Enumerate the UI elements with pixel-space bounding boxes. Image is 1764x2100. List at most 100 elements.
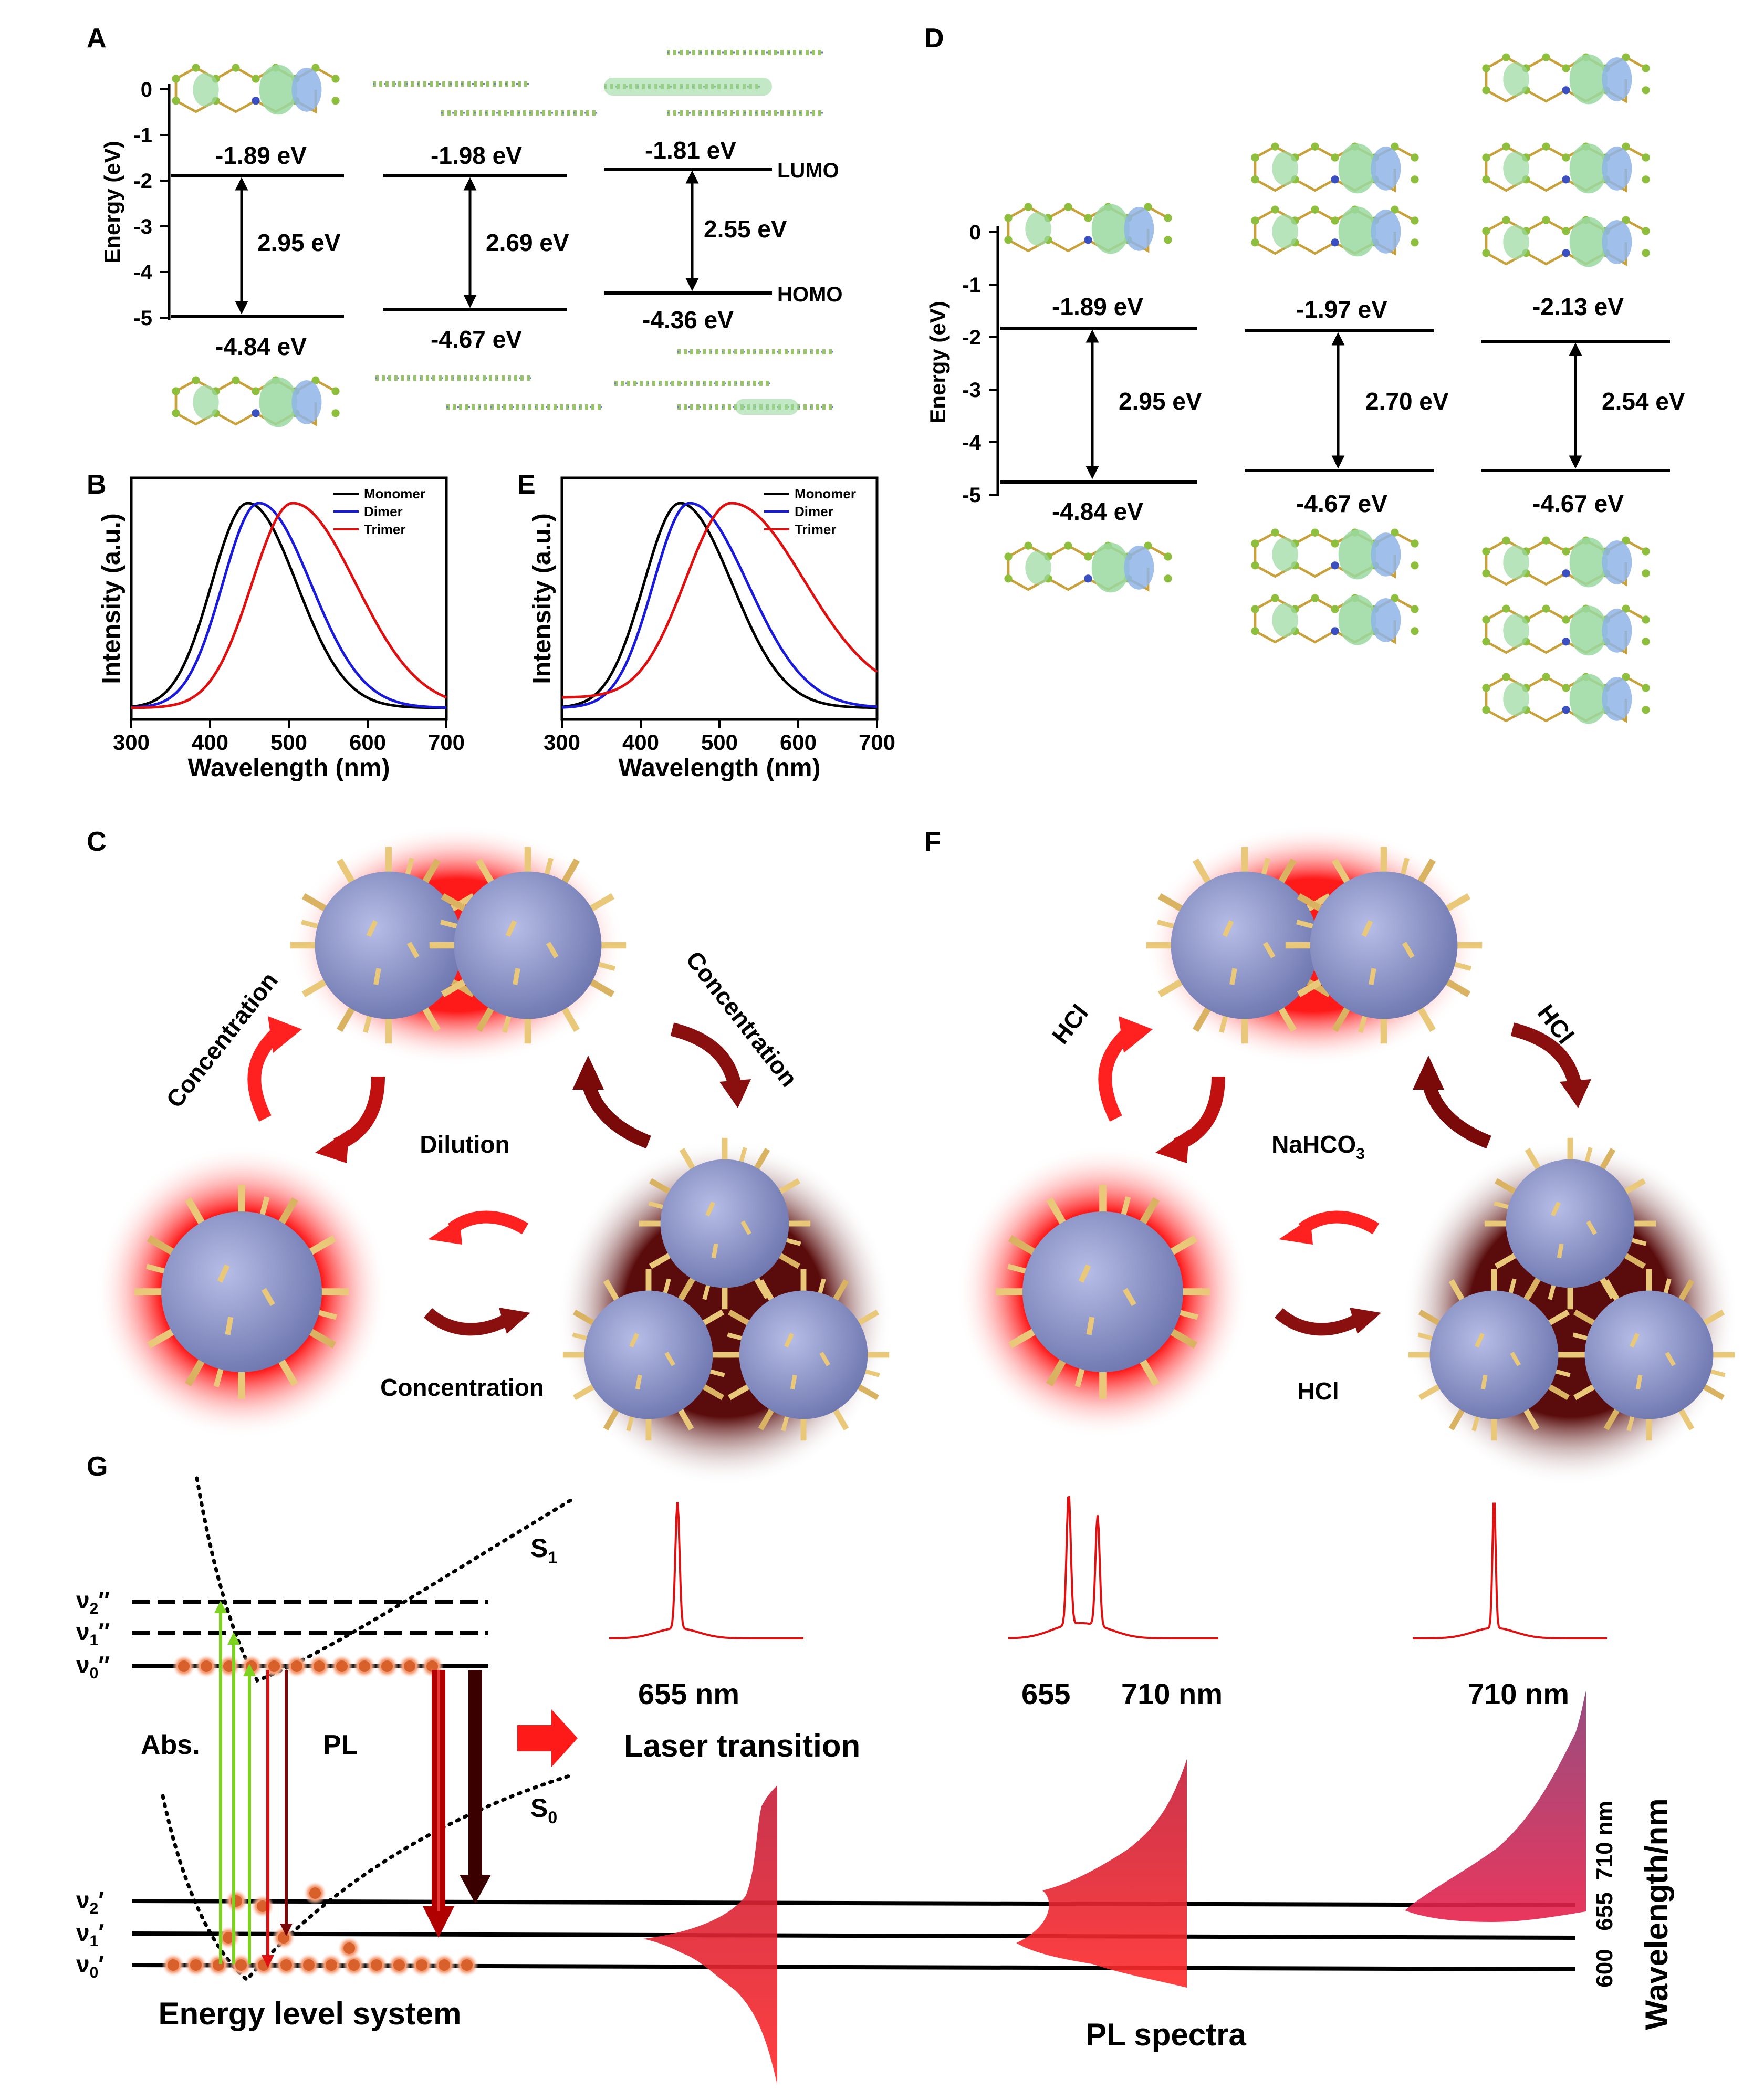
- population-dot-core: [223, 1932, 234, 1944]
- population-dot-core: [359, 1660, 370, 1672]
- wl-tick-655: 655: [1592, 1892, 1617, 1930]
- d-ytick-2: -2: [962, 326, 981, 349]
- c-label-dilution: Dilution: [420, 1131, 509, 1158]
- v0pp-prime: ″: [98, 1651, 110, 1678]
- d-col1-lumo: -1.89 eV: [1052, 293, 1143, 320]
- pl-peak-3: [1405, 1691, 1586, 1922]
- a-col3-homo: -4.36 eV: [642, 306, 734, 333]
- panel-label-a: A: [87, 23, 107, 54]
- population-dot-core: [404, 1660, 415, 1672]
- laser-transition-label: Laser transition: [624, 1728, 860, 1763]
- panel-c: C Concentration Concentration Dilution C…: [87, 824, 893, 1486]
- xtick-label: 600: [349, 730, 386, 755]
- panel-label-d: D: [924, 23, 944, 54]
- d-col3-lumo: -2.13 eV: [1532, 293, 1624, 320]
- d-ytick-5: -5: [962, 484, 981, 507]
- v2p: ν: [76, 1886, 90, 1914]
- ytick-1: -1: [133, 124, 152, 147]
- panel-a-ylabel: Energy (eV): [100, 141, 124, 263]
- xtick-label: 700: [859, 730, 895, 755]
- d-col2-gap: 2.70 eV: [1365, 388, 1449, 415]
- laser-arrow: [517, 1709, 578, 1767]
- pl-peak-1: [643, 1785, 777, 2085]
- s0-curve: [161, 1773, 575, 1982]
- f-label-left: HCl: [1047, 999, 1094, 1049]
- lumo-label: LUMO: [777, 159, 839, 182]
- homo-label: HOMO: [777, 283, 842, 306]
- v0pp: ν: [76, 1651, 90, 1678]
- series-line-dimer: [561, 502, 878, 709]
- population-dot-core: [291, 1660, 302, 1672]
- legend-label: Monomer: [795, 486, 856, 502]
- laser-label-3: 710 nm: [1468, 1677, 1569, 1710]
- a-col1-gap: 2.95 eV: [257, 229, 341, 256]
- v2p-prime: ′: [98, 1886, 104, 1914]
- d-ytick-3: -3: [962, 379, 981, 402]
- panel-b: B 300 400 500 600 700 Wavelength (nm) Intensit…: [87, 469, 465, 782]
- population-dot-core: [303, 1959, 315, 1971]
- panel-label-b: B: [87, 469, 107, 500]
- population-dot-core: [280, 1959, 292, 1971]
- xtick-label: 500: [270, 730, 307, 755]
- d-col2-lumo: -1.97 eV: [1296, 296, 1387, 323]
- s1-label: S1: [530, 1533, 557, 1567]
- a-col3-lumo: -1.81 eV: [645, 137, 736, 164]
- arrow-right-up: [581, 1080, 651, 1149]
- legend-label: Dimer: [795, 504, 833, 519]
- v0pp-sub: 0: [90, 1665, 99, 1682]
- population-dot-core: [326, 1959, 337, 1971]
- v0p-prime: ′: [98, 1950, 104, 1978]
- series-line-monomer: [561, 502, 877, 709]
- d-ytick-0: 0: [969, 221, 981, 244]
- population-dot-core: [343, 1942, 355, 1954]
- pl-spectra-shapes: [643, 1691, 1586, 2085]
- xtick-label: 400: [622, 730, 659, 755]
- population-dot-core: [461, 1959, 473, 1971]
- laser-line: [1008, 1496, 1218, 1639]
- a-col2-homo: -4.67 eV: [431, 326, 522, 353]
- d-col1-gap: 2.95 eV: [1119, 388, 1202, 415]
- d-col3-gap: 2.54 eV: [1602, 388, 1685, 415]
- ytick-4: -4: [133, 261, 152, 284]
- population-dot-core: [278, 1932, 289, 1944]
- dimer-homo-molecules: [375, 378, 604, 407]
- dimer-lumo-molecules: [373, 84, 599, 113]
- svg-text:ν1′: ν1′: [76, 1919, 104, 1950]
- v1p: ν: [76, 1919, 90, 1946]
- population-dot-core: [309, 1887, 321, 1899]
- panel-d: D 0 -1 -2 -3 -4 -5 Energy (eV) -1.89 eV …: [924, 23, 1685, 724]
- xtick-label: 300: [544, 730, 580, 755]
- xtick-label: 500: [701, 730, 738, 755]
- c-label-bottom: Concentration: [380, 1374, 544, 1401]
- laser-label-1: 655 nm: [638, 1677, 739, 1710]
- arrow-bottom-right: [424, 1308, 513, 1336]
- ytick-3: -3: [133, 215, 152, 238]
- a-col1-homo: -4.84 eV: [215, 333, 307, 360]
- xtick-label: 700: [428, 730, 465, 755]
- f-label-bottom: HCl: [1297, 1377, 1339, 1405]
- population-dot-core: [201, 1660, 212, 1672]
- a-col1-lumo: -1.89 eV: [215, 142, 307, 169]
- laser-label-2b: 710 nm: [1121, 1677, 1223, 1710]
- legend-label: Trimer: [364, 521, 406, 537]
- s1-sub: 1: [548, 1548, 557, 1567]
- panel-label-g: G: [87, 1451, 108, 1482]
- laser-spectra: [609, 1496, 1607, 1639]
- ytick-5: -5: [133, 307, 152, 330]
- trimer-lumo-molecules: [604, 53, 824, 113]
- chart-e: 300 400 500 600 700 Wavelength (nm) Intensity …: [528, 476, 895, 782]
- svg-text:ν2″: ν2″: [76, 1586, 110, 1617]
- pl-spectra-label: PL spectra: [1085, 2017, 1246, 2052]
- population-dot-core: [393, 1959, 405, 1971]
- lower-level-labels: ν2′ ν1′ ν0′: [76, 1886, 104, 1981]
- legend-label: Dimer: [364, 504, 403, 519]
- upper-level-labels: ν2″ ν1″ ν0″: [76, 1586, 110, 1682]
- v1p-prime: ′: [98, 1919, 104, 1946]
- f-label-nahco3: NaHCO3: [1271, 1131, 1365, 1163]
- population-dot-core: [371, 1959, 382, 1971]
- d-ytick-1: -1: [962, 274, 981, 297]
- xtick-label: 300: [113, 730, 150, 755]
- v1pp-sub: 1: [90, 1632, 99, 1649]
- wavelength-axis-label: Wavelength/nm: [1639, 1798, 1674, 2030]
